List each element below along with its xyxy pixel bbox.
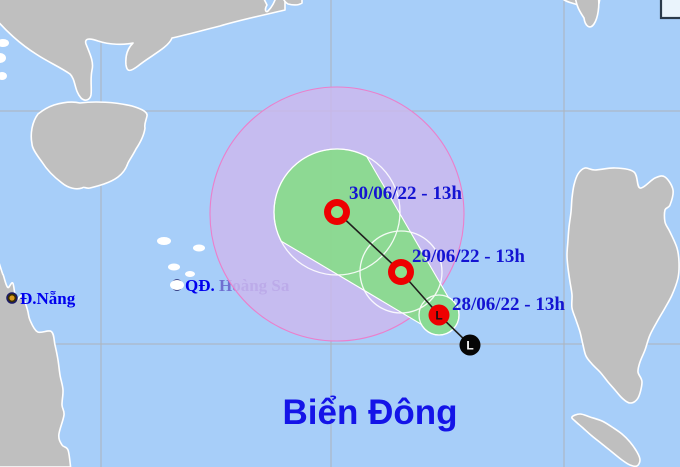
- svg-text:30/06/22 - 13h: 30/06/22 - 13h: [349, 183, 462, 204]
- svg-text:Đ.Nẵng: Đ.Nẵng: [20, 289, 76, 308]
- svg-text:28/06/22 - 13h: 28/06/22 - 13h: [452, 294, 565, 315]
- svg-text:29/06/22 - 13h: 29/06/22 - 13h: [412, 246, 525, 267]
- svg-text:Biển Đông: Biển Đông: [283, 393, 458, 432]
- svg-text:L: L: [435, 309, 442, 323]
- svg-text:L: L: [466, 339, 473, 353]
